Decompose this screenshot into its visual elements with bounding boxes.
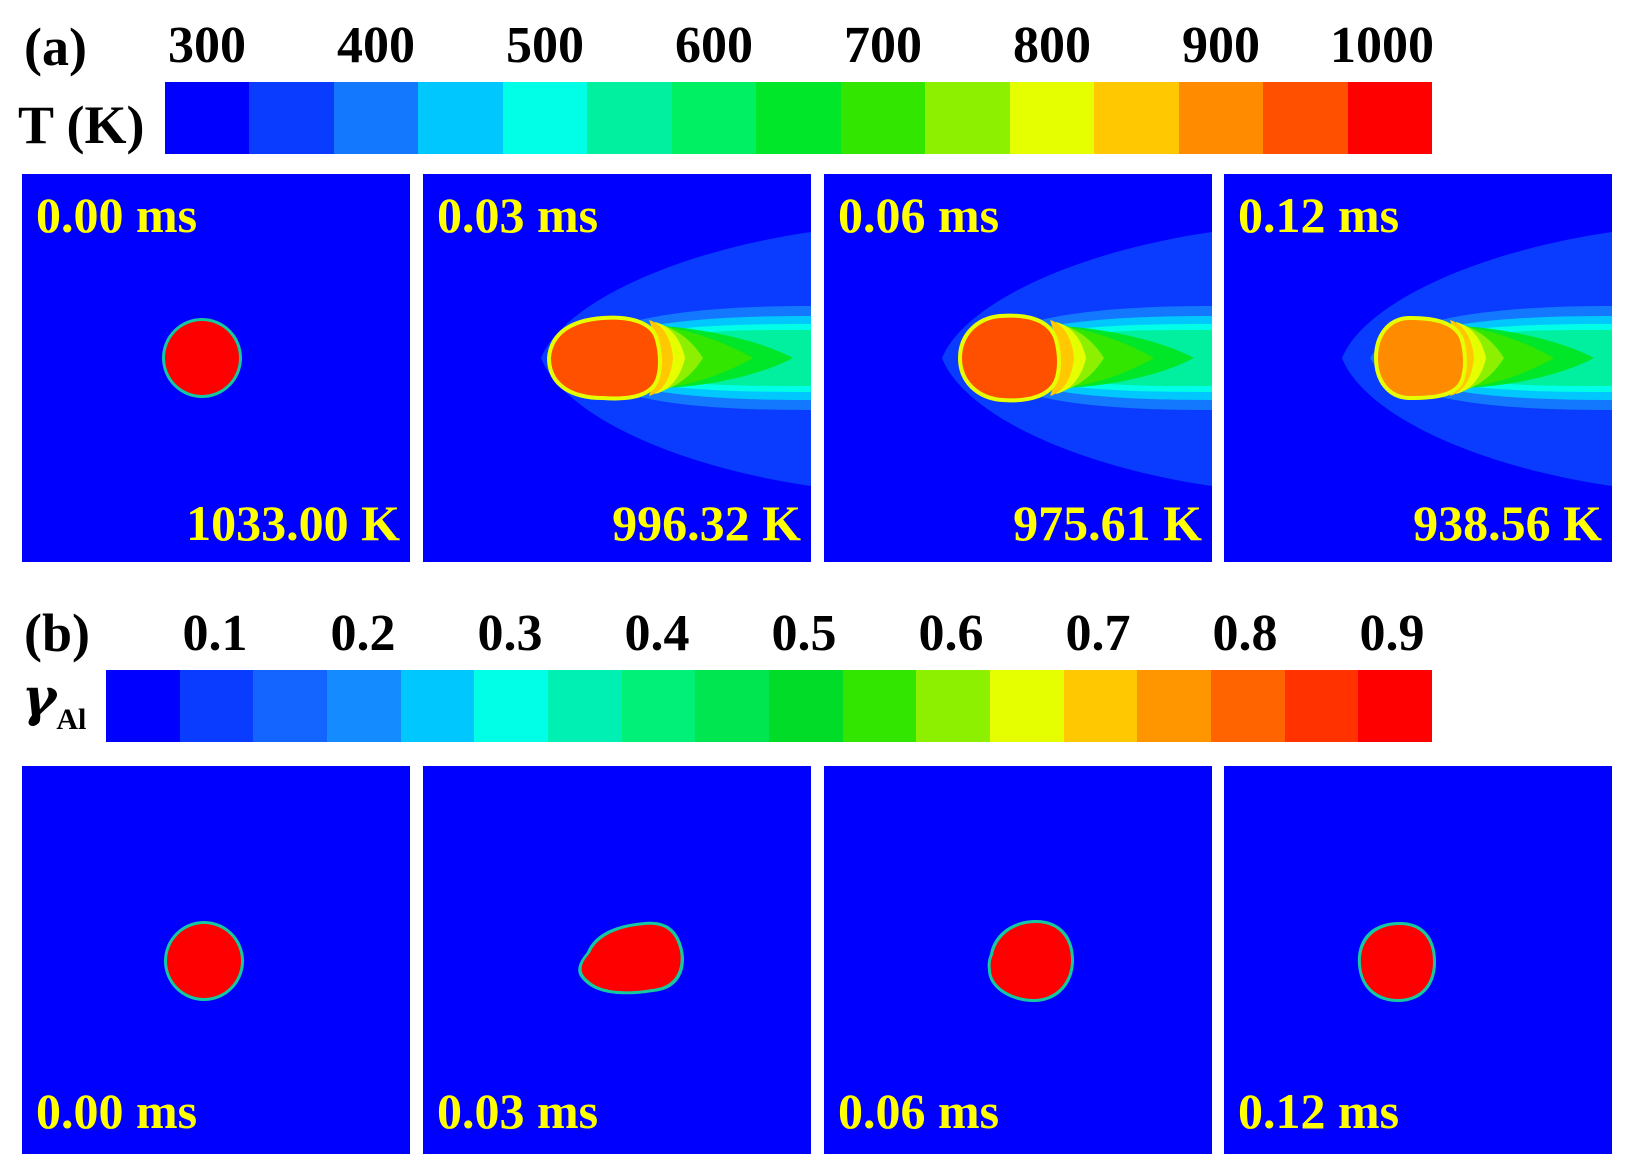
time-label: 0.06 ms (838, 1083, 1000, 1139)
colorbar-b-tick: 0.9 (1359, 605, 1425, 662)
colorbar-segment (621, 670, 696, 742)
panel-a-label: (a) (24, 17, 87, 77)
volume-fraction-frame-1: 0.03 ms (423, 766, 811, 1154)
colorbar-segment (400, 670, 475, 742)
droplet (990, 923, 1071, 999)
colorbar-a-tick: 600 (675, 17, 753, 74)
colorbar-segment (916, 670, 991, 742)
time-label: 0.03 ms (437, 187, 599, 243)
colorbar-segment (1137, 670, 1212, 742)
colorbar-segment (179, 670, 254, 742)
volume-fraction-field (578, 921, 684, 995)
colorbar-segment (1094, 82, 1179, 154)
time-label: 0.06 ms (838, 187, 1000, 243)
temperature-frame-2: 0.06 ms 975.61 K (824, 174, 1212, 562)
temperature-field (541, 232, 811, 486)
colorbar-segment (671, 82, 757, 154)
colorbar-a-tick: 400 (337, 17, 415, 74)
time-label: 0.12 ms (1238, 187, 1400, 243)
colorbar-segment (253, 670, 328, 742)
time-label: 0.12 ms (1238, 1083, 1400, 1139)
colorbar-b-tick: 0.5 (771, 605, 837, 662)
colorbar-segment (333, 82, 419, 154)
colorbar-a (165, 82, 1433, 154)
temperature-frame-3: 0.12 ms 938.56 K (1224, 174, 1612, 562)
temperature-frame-1: 0.03 ms 996.32 K (423, 174, 811, 562)
colorbar-segment (502, 82, 588, 154)
colorbar-b-symbol: γ (22, 667, 57, 728)
colorbar-a-tick: 1000 (1330, 17, 1434, 74)
temperature-field (942, 232, 1212, 486)
droplet (167, 924, 241, 998)
time-label: 0.00 ms (36, 187, 198, 243)
temperature-field (1342, 232, 1612, 486)
colorbar-segment (327, 670, 401, 742)
colorbar-a-tick: 800 (1013, 17, 1091, 74)
colorbar-b (106, 670, 1433, 742)
colorbar-segment (418, 82, 503, 154)
colorbar-segment (106, 670, 180, 742)
colorbar-segment (1211, 670, 1285, 742)
time-label: 0.03 ms (437, 1083, 599, 1139)
colorbar-b-tick: 0.2 (330, 605, 396, 662)
volume-fraction-field (1357, 922, 1436, 1002)
colorbar-segment (756, 82, 841, 154)
colorbar-a-tick: 500 (506, 17, 584, 74)
colorbar-b-tick: 0.7 (1065, 605, 1131, 662)
colorbar-a-tick: 300 (168, 17, 246, 74)
colorbar-segment (695, 670, 770, 742)
colorbar-segment (1284, 670, 1359, 742)
colorbar-segment (474, 670, 549, 742)
colorbar-segment (1263, 82, 1348, 154)
colorbar-segment (1178, 82, 1264, 154)
volume-fraction-field (987, 920, 1074, 1002)
droplet-core (551, 319, 658, 397)
colorbar-segment (990, 670, 1064, 742)
colorbar-segment (548, 670, 622, 742)
colorbar-segment (842, 670, 917, 742)
droplet-core (165, 321, 239, 395)
colorbar-segment (1063, 670, 1138, 742)
volume-fraction-field (164, 921, 244, 1001)
colorbar-segment (249, 82, 334, 154)
droplet-core (962, 317, 1057, 399)
droplet-temperature: 975.61 K (1013, 495, 1202, 551)
colorbar-a-tick: 900 (1182, 17, 1260, 74)
colorbar-b-subscript: Al (56, 703, 87, 736)
panel-b-label: (b) (24, 603, 90, 663)
colorbar-segment (165, 82, 250, 154)
droplet-temperature: 996.32 K (612, 495, 801, 551)
volume-fraction-frame-3: 0.12 ms (1224, 766, 1612, 1154)
colorbar-b-tick: 0.8 (1212, 605, 1278, 662)
temperature-field (162, 318, 242, 398)
droplet-temperature: 1033.00 K (186, 495, 400, 551)
colorbar-segment (769, 670, 843, 742)
volume-fraction-frame-2: 0.06 ms (824, 766, 1212, 1154)
time-label: 0.00 ms (36, 1083, 198, 1139)
droplet-temperature: 938.56 K (1413, 495, 1602, 551)
colorbar-segment (1358, 670, 1433, 742)
colorbar-b-tick: 0.4 (624, 605, 690, 662)
volume-fraction-frame-0: 0.00 ms (22, 766, 410, 1154)
colorbar-segment (925, 82, 1010, 154)
colorbar-a-tick: 700 (844, 17, 922, 74)
droplet-core (1378, 320, 1463, 396)
colorbar-a-title: T (K) (18, 95, 145, 155)
droplet (1360, 925, 1433, 999)
colorbar-b-title: γAl (22, 670, 86, 735)
colorbar-b-tick: 0.1 (182, 605, 248, 662)
colorbar-segment (1009, 82, 1095, 154)
colorbar-segment (1347, 82, 1433, 154)
colorbar-segment (840, 82, 926, 154)
droplet (581, 924, 681, 992)
colorbar-b-tick: 0.6 (918, 605, 984, 662)
colorbar-segment (587, 82, 672, 154)
colorbar-b-tick: 0.3 (477, 605, 543, 662)
temperature-frame-0: 0.00 ms 1033.00 K (22, 174, 410, 562)
